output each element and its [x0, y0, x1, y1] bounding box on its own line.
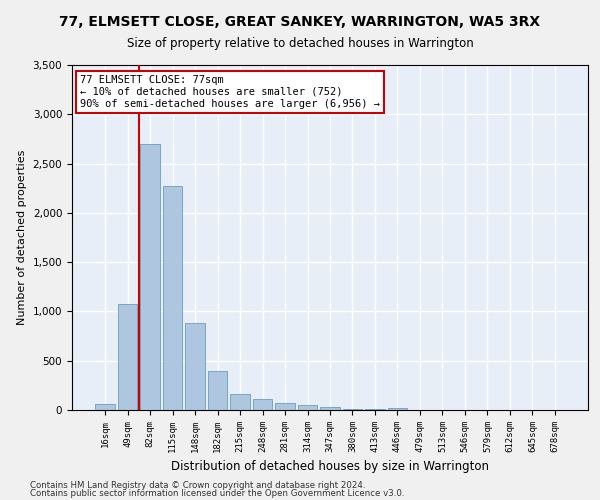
Bar: [140, 144, 160, 410]
Text: Size of property relative to detached houses in Warrington: Size of property relative to detached ho…: [127, 38, 473, 51]
Text: Contains public sector information licensed under the Open Government Licence v3: Contains public sector information licen…: [30, 489, 404, 498]
Bar: [388, 408, 407, 410]
X-axis label: Distribution of detached houses by size in Warrington: Distribution of detached houses by size …: [171, 460, 489, 473]
Bar: [163, 186, 182, 410]
Bar: [118, 304, 137, 410]
Bar: [208, 370, 227, 410]
Bar: [320, 407, 340, 410]
Text: 77 ELMSETT CLOSE: 77sqm
← 10% of detached houses are smaller (752)
90% of semi-d: 77 ELMSETT CLOSE: 77sqm ← 10% of detache…: [80, 76, 380, 108]
Y-axis label: Number of detached properties: Number of detached properties: [17, 150, 27, 325]
Bar: [298, 404, 317, 410]
Bar: [230, 394, 250, 410]
Bar: [343, 408, 362, 410]
Text: 77, ELMSETT CLOSE, GREAT SANKEY, WARRINGTON, WA5 3RX: 77, ELMSETT CLOSE, GREAT SANKEY, WARRING…: [59, 15, 541, 29]
Bar: [275, 403, 295, 410]
Text: Contains HM Land Registry data © Crown copyright and database right 2024.: Contains HM Land Registry data © Crown c…: [30, 480, 365, 490]
Bar: [253, 399, 272, 410]
Bar: [95, 404, 115, 410]
Bar: [365, 409, 385, 410]
Bar: [185, 324, 205, 410]
